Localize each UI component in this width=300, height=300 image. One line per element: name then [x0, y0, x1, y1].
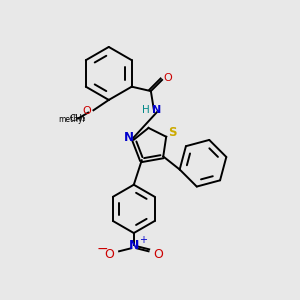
- Text: O: O: [82, 106, 91, 116]
- Text: methyl: methyl: [58, 116, 85, 124]
- Text: O: O: [153, 248, 163, 261]
- Text: CH₃: CH₃: [70, 114, 86, 123]
- Text: O: O: [105, 248, 115, 261]
- Text: +: +: [139, 235, 147, 245]
- Text: N: N: [124, 131, 134, 144]
- Text: S: S: [168, 126, 176, 140]
- Text: O: O: [163, 74, 172, 83]
- Text: N: N: [152, 105, 161, 115]
- Text: H: H: [142, 105, 149, 115]
- Text: −: −: [97, 241, 108, 255]
- Text: N: N: [129, 239, 139, 252]
